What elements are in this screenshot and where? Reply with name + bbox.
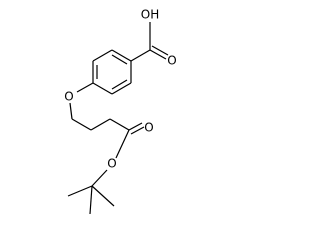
- bond: [67, 185, 93, 197]
- bond: [111, 79, 128, 90]
- atom-label: OH: [141, 8, 159, 22]
- bond: [90, 118, 111, 131]
- atom-label: O: [167, 54, 176, 68]
- atom-label: O: [64, 90, 73, 104]
- bond: [111, 54, 128, 65]
- bond: [69, 102, 73, 120]
- atom-label: O: [144, 121, 153, 135]
- bond: [149, 49, 167, 60]
- bond: [115, 129, 130, 159]
- bond: [111, 82, 132, 95]
- bond: [76, 82, 94, 93]
- atom-label: O: [107, 157, 116, 171]
- bond: [128, 122, 143, 131]
- bond: [130, 49, 151, 62]
- bond: [109, 118, 130, 131]
- bond: [71, 118, 92, 131]
- bond: [151, 45, 169, 56]
- bond: [92, 49, 113, 62]
- bond: [89, 185, 93, 215]
- bond: [92, 82, 113, 95]
- bond: [91, 169, 108, 187]
- bond: [111, 49, 132, 62]
- bonds: [67, 22, 169, 215]
- structure-diagram: OH O O O O: [64, 8, 177, 215]
- bond: [130, 126, 145, 135]
- bond: [91, 185, 115, 207]
